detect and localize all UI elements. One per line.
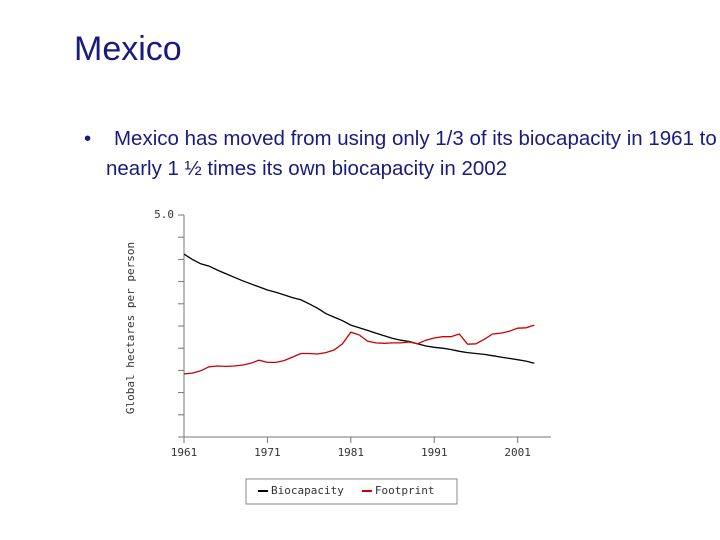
y-tick-label: 5.0 — [154, 208, 174, 221]
x-tick-label: 1961 — [171, 446, 198, 459]
x-tick-label: 1971 — [254, 446, 281, 459]
legend-label: Biocapacity — [271, 484, 344, 497]
bullet: • Mexico has moved from using only 1/3 o… — [84, 127, 717, 180]
line-series — [183, 324, 535, 375]
x-tick-label: 2001 — [504, 446, 531, 459]
slide-title: Mexico — [74, 30, 182, 68]
line-series — [183, 253, 535, 364]
bullet-text: Mexico has moved from using only 1/3 of … — [106, 127, 717, 180]
legend-label: Footprint — [375, 484, 435, 497]
x-tick-label: 1991 — [421, 446, 448, 459]
legend — [245, 478, 458, 505]
y-axis-label: Global hectares per person — [124, 242, 137, 414]
x-tick-label: 1981 — [338, 446, 365, 459]
